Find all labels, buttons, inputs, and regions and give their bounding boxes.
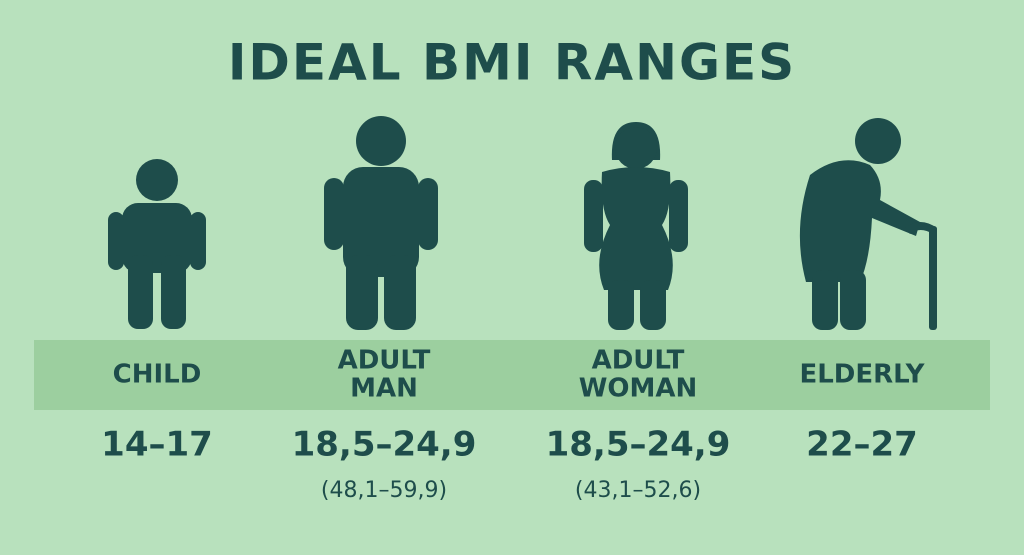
bmi-range: 18,5–24,9	[546, 425, 731, 465]
man-figure	[324, 116, 438, 330]
group-label: WOMAN	[579, 374, 698, 404]
weight-range: (48,1–59,9)	[321, 478, 447, 503]
group-label: ELDERLY	[799, 360, 925, 390]
elderly-figure	[799, 118, 937, 330]
bmi-range: 22–27	[806, 425, 918, 465]
group-label: ADULT	[592, 346, 685, 376]
group-label: MAN	[350, 374, 418, 404]
group-label: CHILD	[113, 360, 202, 390]
bmi-range: 14–17	[101, 425, 213, 465]
child-figure	[108, 159, 206, 329]
label-band	[34, 340, 990, 410]
bmi-range: 18,5–24,9	[292, 425, 477, 465]
weight-range: (43,1–52,6)	[575, 478, 701, 503]
woman-figure	[584, 122, 688, 330]
group-label: ADULT	[338, 346, 431, 376]
title: IDEAL BMI RANGES	[228, 34, 796, 92]
